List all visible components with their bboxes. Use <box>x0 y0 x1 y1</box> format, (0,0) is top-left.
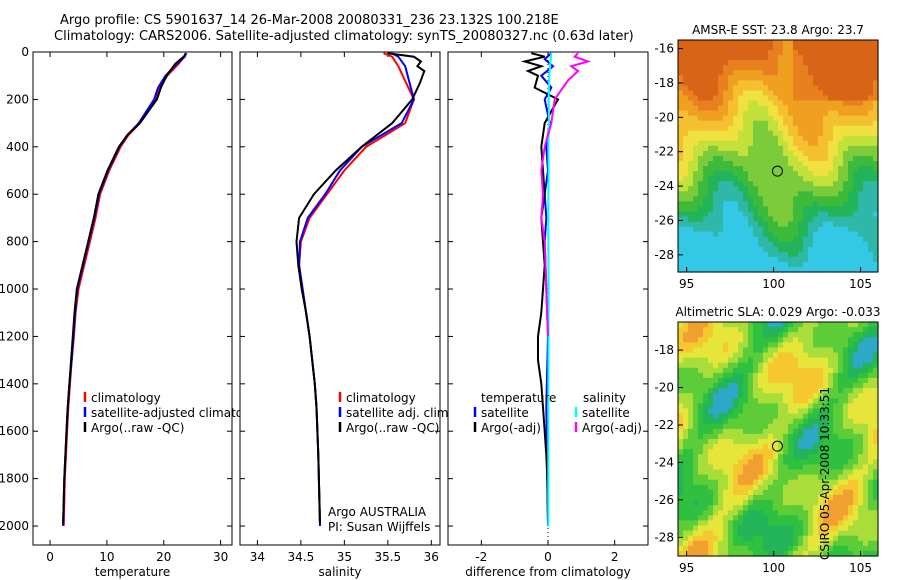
legend-item: Argo(..raw -QC) <box>91 421 184 435</box>
y-tick-label: 1400 <box>0 377 29 391</box>
y-tick-label: -24 <box>654 179 674 193</box>
y-tick-label: 1200 <box>0 329 29 343</box>
y-tick-label: -20 <box>654 381 674 395</box>
y-tick-label: -22 <box>654 145 674 159</box>
chart-title-line2: Climatology: CARS2006. Satellite-adjuste… <box>54 29 634 44</box>
map-frame <box>677 39 879 273</box>
x-tick-label: 105 <box>849 277 872 291</box>
x-tick-label: 35 <box>337 550 352 564</box>
x-axis-label: salinity <box>318 565 361 579</box>
legend-item: Argo(-adj) <box>582 421 642 435</box>
x-tick-label: 100 <box>762 561 785 575</box>
x-tick-label: 95 <box>679 277 694 291</box>
map-title: AMSR-E SST: 23.8 Argo: 23.7 <box>692 23 864 37</box>
sla-map-panel: Altimetric SLA: 0.029 Argo: -0.033 95 100 1… <box>654 305 880 575</box>
x-tick-label: 2 <box>611 550 619 564</box>
y-tick-label: 1600 <box>0 424 29 438</box>
x-axis-label: difference from climatology <box>465 565 631 579</box>
argo-position-marker <box>771 165 783 177</box>
x-tick-label: 20 <box>156 550 171 564</box>
legend-item: satellite adj. clim. <box>346 406 452 420</box>
heatmap-field <box>678 322 879 557</box>
legend-item: Argo(..raw -QC) <box>346 421 439 435</box>
legend-item: climatology <box>346 391 416 405</box>
series-line-cyan <box>547 53 553 526</box>
heatmap-field <box>678 40 879 273</box>
temperature-profile-panel: 0 200 400 600 800 1000 1200 1400 1600 1800 2000 0 10… <box>0 45 269 579</box>
series-line-magenta <box>540 52 592 337</box>
argo-position-marker <box>771 440 783 452</box>
y-tick-label: 200 <box>6 92 29 106</box>
y-tick-label: -16 <box>654 42 674 56</box>
series-line-black <box>62 52 188 524</box>
y-tick-label: -24 <box>654 455 674 469</box>
plot-frame <box>239 51 441 546</box>
y-tick-label: 400 <box>6 140 29 154</box>
float-annotation: Argo AUSTRALIA <box>328 505 427 519</box>
y-tick-label: 2000 <box>0 519 29 533</box>
y-tick-label: -18 <box>654 343 674 357</box>
x-tick-label: 10 <box>99 550 114 564</box>
chart-title-line1: Argo profile: CS 5901637_14 26-Mar-2008 … <box>60 13 559 28</box>
x-tick-label: 100 <box>762 277 785 291</box>
map-title: Altimetric SLA: 0.029 Argo: -0.033 <box>675 305 880 319</box>
legend-item: satellite <box>582 406 630 420</box>
salinity-profile-panel: 34 34.5 35 35.5 36 salinity climatologysatelli… <box>239 51 452 579</box>
y-tick-label: 1000 <box>0 282 29 296</box>
x-tick-label: -2 <box>475 550 487 564</box>
x-tick-label: 95 <box>679 561 694 575</box>
x-tick-label: 36 <box>424 550 439 564</box>
legend-item: satellite-adjusted climatology <box>91 406 269 420</box>
y-tick-label: -28 <box>654 530 674 544</box>
x-tick-label: 35.5 <box>374 550 401 564</box>
x-axis-label: temperature <box>95 565 170 579</box>
y-tick-label: 0 <box>21 45 29 59</box>
y-tick-label: -18 <box>654 76 674 90</box>
x-tick-label: 105 <box>849 561 872 575</box>
sst-map-panel: AMSR-E SST: 23.8 Argo: 23.7 95 100 105 -16 -1… <box>654 23 879 291</box>
map-frame <box>677 321 879 557</box>
pi-annotation: PI: Susan Wijffels <box>328 520 430 534</box>
plot-frame <box>32 51 233 546</box>
x-tick-label: 34 <box>250 550 265 564</box>
legend-item: satellite <box>481 406 529 420</box>
legend-title: salinity <box>583 391 626 405</box>
y-tick-label: -20 <box>654 110 674 124</box>
y-tick-label: 1800 <box>0 472 29 486</box>
y-tick-label: 800 <box>6 235 29 249</box>
y-tick-label: -22 <box>654 418 674 432</box>
timestamp-stamp: CSIRO 05-Apr-2008 10:33:51 <box>818 386 832 560</box>
legend-item: climatology <box>91 391 161 405</box>
x-tick-label: 0 <box>544 550 552 564</box>
x-tick-label: 30 <box>213 550 228 564</box>
y-tick-label: -28 <box>654 248 674 262</box>
legend-title: temperature <box>481 391 556 405</box>
x-tick-label: 0 <box>46 550 54 564</box>
x-tick-label: 34.5 <box>288 550 315 564</box>
y-tick-label: -26 <box>654 213 674 227</box>
legend-item: Argo(-adj) <box>481 421 541 435</box>
y-tick-label: -26 <box>654 493 674 507</box>
series-line-black <box>295 52 426 524</box>
y-tick-label: 600 <box>6 187 29 201</box>
